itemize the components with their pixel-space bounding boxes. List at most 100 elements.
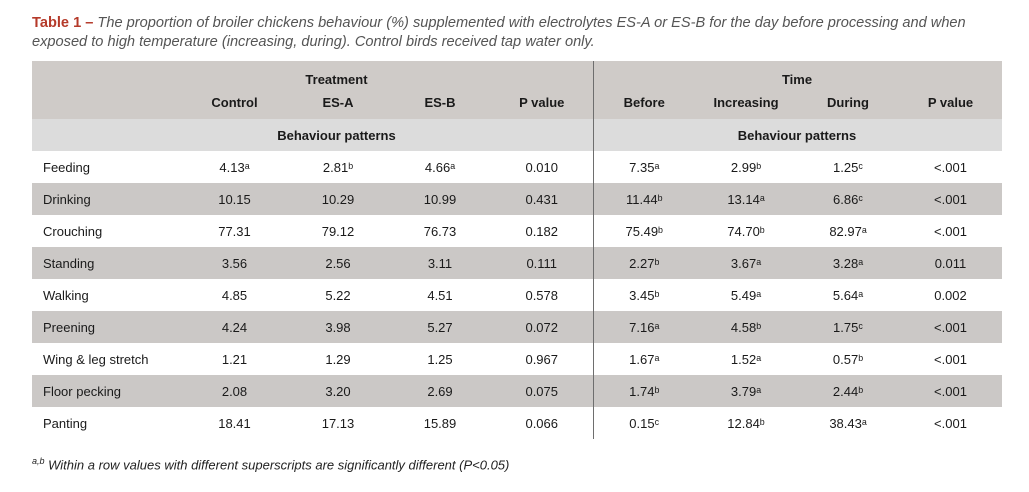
table-row: Crouching 77.31 79.12 76.73 0.182 75.49ᵇ… — [32, 215, 1002, 247]
table-caption: Table 1 – The proportion of broiler chic… — [32, 14, 1007, 52]
table-cell: 17.13 — [287, 407, 389, 439]
table-cell: 15.89 — [389, 407, 491, 439]
table-cell: 4.85 — [182, 279, 287, 311]
table-cell: 5.22 — [287, 279, 389, 311]
column-header: P value — [899, 91, 1002, 119]
column-header: Before — [592, 91, 695, 119]
treatment-header: Treatment — [182, 61, 491, 91]
column-header: ES-B — [389, 91, 491, 119]
table-cell: 0.57ᵇ — [797, 343, 899, 375]
table-cell: 0.182 — [491, 215, 593, 247]
table-cell: 0.578 — [491, 279, 593, 311]
table-cell: 3.11 — [389, 247, 491, 279]
table-cell: <.001 — [899, 311, 1002, 343]
table-cell: 4.13ᵃ — [182, 151, 287, 183]
table-row: Feeding 4.13ᵃ 2.81ᵇ 4.66ᵃ 0.010 7.35ᵃ 2.… — [32, 151, 1002, 183]
row-label: Walking — [32, 279, 182, 311]
table-cell: 2.56 — [287, 247, 389, 279]
table-cell: 11.44ᵇ — [592, 183, 695, 215]
column-header: During — [797, 91, 899, 119]
row-label: Preening — [32, 311, 182, 343]
behaviour-patterns-label: Behaviour patterns — [182, 119, 491, 151]
table-cell: 5.64ᵃ — [797, 279, 899, 311]
table-cell: 3.20 — [287, 375, 389, 407]
behaviour-table: Treatment Time Control ES-A ES-B P value… — [32, 61, 1002, 439]
table-cell: 79.12 — [287, 215, 389, 247]
table-cell: <.001 — [899, 407, 1002, 439]
table-cell: 3.67ᵃ — [695, 247, 797, 279]
table-cell: 3.45ᵇ — [592, 279, 695, 311]
column-header: P value — [491, 91, 593, 119]
caption-text: The proportion of broiler chickens behav… — [32, 15, 966, 50]
table-cell: 1.75ᶜ — [797, 311, 899, 343]
table-cell: 2.69 — [389, 375, 491, 407]
table-label: Table 1 – — [32, 15, 94, 31]
table-cell: 4.51 — [389, 279, 491, 311]
table-cell: 4.58ᵇ — [695, 311, 797, 343]
table-cell: 12.84ᵇ — [695, 407, 797, 439]
table-cell: 7.16ᵃ — [592, 311, 695, 343]
table-cell: 0.072 — [491, 311, 593, 343]
table-cell: 10.29 — [287, 183, 389, 215]
table-cell: 3.98 — [287, 311, 389, 343]
table-cell: <.001 — [899, 215, 1002, 247]
table-cell: 5.27 — [389, 311, 491, 343]
table-cell: 74.70ᵇ — [695, 215, 797, 247]
table-row: Drinking 10.15 10.29 10.99 0.431 11.44ᵇ … — [32, 183, 1002, 215]
table-row: Preening 4.24 3.98 5.27 0.072 7.16ᵃ 4.58… — [32, 311, 1002, 343]
column-header: Increasing — [695, 91, 797, 119]
row-label: Wing & leg stretch — [32, 343, 182, 375]
table-cell: 82.97ᵃ — [797, 215, 899, 247]
table-cell: 2.81ᵇ — [287, 151, 389, 183]
table-cell: 3.56 — [182, 247, 287, 279]
table-cell: 1.25 — [389, 343, 491, 375]
table-cell: 1.21 — [182, 343, 287, 375]
column-header-row: Control ES-A ES-B P value Before Increas… — [32, 91, 1002, 119]
table-cell: 10.99 — [389, 183, 491, 215]
table-cell: 0.011 — [899, 247, 1002, 279]
table-cell: 1.74ᵇ — [592, 375, 695, 407]
table-cell: 1.29 — [287, 343, 389, 375]
column-header: Control — [182, 91, 287, 119]
table-cell: 1.67ᵃ — [592, 343, 695, 375]
table-cell: 3.28ᵃ — [797, 247, 899, 279]
table-cell: 0.002 — [899, 279, 1002, 311]
column-header: ES-A — [287, 91, 389, 119]
behaviour-patterns-label: Behaviour patterns — [695, 119, 899, 151]
table-cell: 0.066 — [491, 407, 593, 439]
table-cell: 0.010 — [491, 151, 593, 183]
row-label: Feeding — [32, 151, 182, 183]
row-label: Standing — [32, 247, 182, 279]
table-cell: 5.49ᵃ — [695, 279, 797, 311]
row-label: Drinking — [32, 183, 182, 215]
table-cell: 38.43ᵃ — [797, 407, 899, 439]
row-label: Crouching — [32, 215, 182, 247]
table-cell: 2.99ᵇ — [695, 151, 797, 183]
table-cell: <.001 — [899, 151, 1002, 183]
group-header-row: Treatment Time — [32, 61, 1002, 91]
row-label: Floor pecking — [32, 375, 182, 407]
table-cell: 76.73 — [389, 215, 491, 247]
table-cell: 13.14ᵃ — [695, 183, 797, 215]
table-cell: 2.44ᵇ — [797, 375, 899, 407]
table-cell: 77.31 — [182, 215, 287, 247]
table-cell: 3.79ᵃ — [695, 375, 797, 407]
row-label: Panting — [32, 407, 182, 439]
table-footnote: a,b Within a row values with different s… — [32, 456, 509, 472]
table-cell: 0.431 — [491, 183, 593, 215]
footnote-text: Within a row values with different super… — [44, 457, 510, 473]
table-cell: <.001 — [899, 375, 1002, 407]
table-cell: 1.52ᵃ — [695, 343, 797, 375]
table-row: Floor pecking 2.08 3.20 2.69 0.075 1.74ᵇ… — [32, 375, 1002, 407]
table-cell: 0.111 — [491, 247, 593, 279]
table-cell: <.001 — [899, 183, 1002, 215]
table-cell: 0.967 — [491, 343, 593, 375]
table-row: Walking 4.85 5.22 4.51 0.578 3.45ᵇ 5.49ᵃ… — [32, 279, 1002, 311]
behaviour-patterns-row: Behaviour patterns Behaviour patterns — [32, 119, 1002, 151]
table-cell: 7.35ᵃ — [592, 151, 695, 183]
footnote-superscript: a,b — [32, 456, 45, 466]
table-cell: 1.25ᶜ — [797, 151, 899, 183]
table-cell: 2.27ᵇ — [592, 247, 695, 279]
table-cell: 18.41 — [182, 407, 287, 439]
table-cell: 4.66ᵃ — [389, 151, 491, 183]
